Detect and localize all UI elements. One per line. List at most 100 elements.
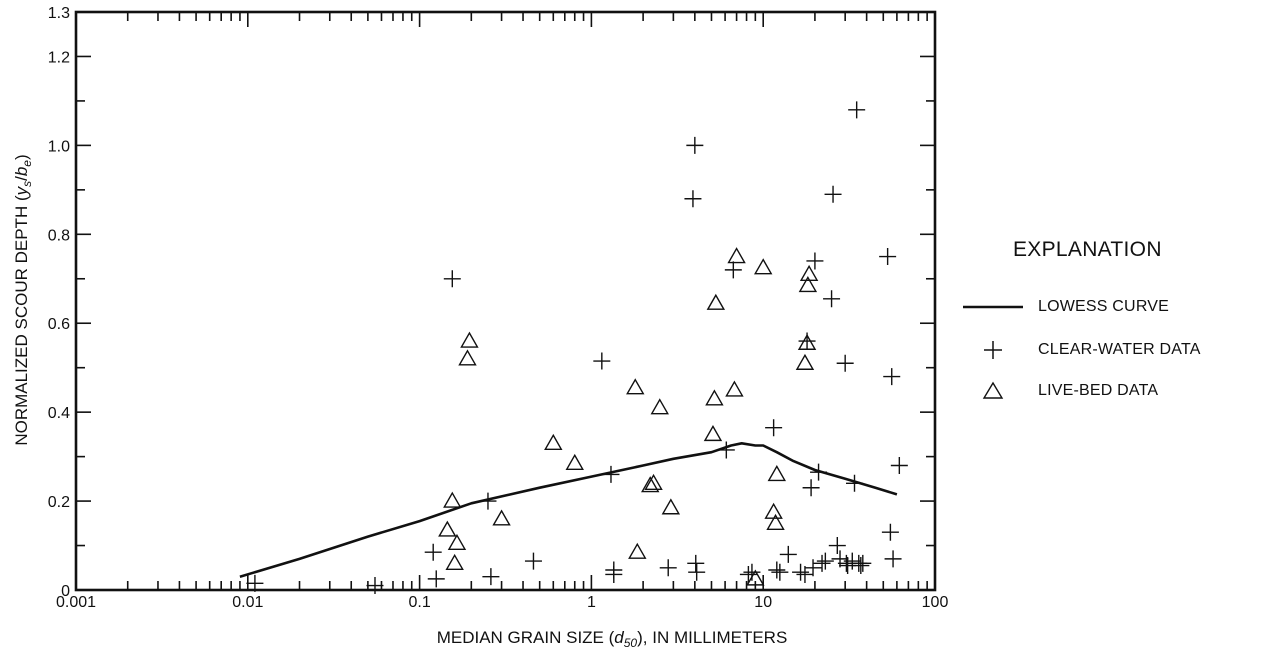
live-bed-point	[626, 378, 645, 395]
clear-water-point	[852, 557, 870, 575]
live-bed-point	[725, 380, 744, 397]
y-axis-label: NORMALIZED SCOUR DEPTH (ys/be)	[12, 154, 34, 445]
clear-water-point	[881, 523, 899, 541]
axis-tick-labels: 0.001 0.01 0.1 1 10 100 0 0.2 0.4 0.6 0.8 1.0 1.2 1.3	[48, 5, 949, 611]
live-bed-point	[641, 476, 660, 493]
clear-water-point	[688, 563, 706, 581]
x-tick-label: 100	[922, 594, 949, 611]
axis-ticks	[75, 11, 935, 591]
legend-item-live-bed: LIVE-BED DATA	[958, 379, 1158, 403]
live-bed-point	[661, 498, 681, 515]
live-bed-point	[492, 509, 511, 526]
clear-water-point	[424, 543, 442, 561]
clear-water-point	[524, 552, 542, 570]
live-bed-point	[753, 258, 773, 275]
y-tick-label: 0.6	[48, 316, 70, 333]
clear-water-point	[724, 261, 742, 279]
clear-water-point	[779, 545, 797, 563]
live-bed-point	[798, 276, 818, 293]
data-marks	[239, 101, 908, 595]
y-tick-label: 0.2	[48, 494, 70, 511]
clear-water-point	[806, 252, 824, 270]
plot-frame	[74, 10, 937, 592]
x-tick-label: 10	[754, 594, 772, 611]
legend-label-lowess: LOWESS CURVE	[1038, 298, 1170, 315]
clear-water-point	[768, 561, 786, 579]
clear-water-point	[879, 248, 897, 266]
clear-water-point	[823, 290, 841, 308]
clear-water-point	[828, 537, 846, 555]
clear-water-point	[593, 352, 611, 370]
y-tick-label: 0.4	[48, 405, 70, 422]
clear-water-point	[848, 101, 866, 119]
clear-water-point	[739, 565, 757, 583]
clear-water-point	[802, 479, 820, 497]
y-tick-label-top: 1.3	[48, 5, 70, 22]
legend-title: EXPLANATION	[1013, 238, 1162, 261]
clear-water-point	[816, 552, 834, 570]
clear-water-point	[366, 577, 384, 595]
clear-water-point	[771, 563, 789, 581]
clear-water-point	[890, 457, 908, 475]
live-bed-point	[795, 353, 815, 370]
legend: EXPLANATION LOWESS CURVE CLEAR-WATER DAT…	[958, 238, 1258, 408]
live-bed-point	[565, 453, 584, 470]
live-bed-point	[458, 349, 477, 366]
legend-label-live-bed: LIVE-BED DATA	[1038, 382, 1159, 399]
clear-water-point	[810, 463, 828, 481]
live-bed-point	[438, 520, 457, 537]
clear-water-point	[765, 419, 783, 437]
live-bed-point	[644, 473, 663, 490]
clear-water-point	[687, 554, 705, 572]
clear-water-point	[482, 568, 500, 586]
legend-label-clear-water: CLEAR-WATER DATA	[1038, 341, 1201, 358]
clear-water-point	[717, 441, 735, 459]
clear-water-point	[883, 368, 901, 386]
clear-water-point	[884, 550, 902, 568]
live-bed-point	[766, 513, 785, 531]
clear-water-point	[843, 552, 861, 570]
live-bed-point	[727, 247, 746, 264]
y-tick-label: 0.8	[48, 227, 70, 244]
live-bed-point	[650, 398, 669, 415]
live-bed-point	[797, 333, 817, 350]
clear-water-point	[804, 559, 822, 577]
clear-water-point	[686, 136, 704, 154]
live-bed-point	[628, 542, 647, 559]
clear-water-point	[684, 190, 702, 208]
clear-water-point	[846, 474, 864, 492]
clear-water-point	[796, 565, 814, 583]
clear-water-point	[836, 354, 854, 372]
legend-line-swatch	[958, 295, 1028, 319]
lowess-curve-line	[239, 441, 898, 578]
clear-water-point	[792, 563, 810, 581]
clear-water-point	[443, 270, 461, 288]
x-axis-label: MEDIAN GRAIN SIZE (d50), IN MILLIMETERS	[437, 628, 788, 650]
live-bed-point	[799, 264, 819, 282]
triangle-symbol-icon	[958, 379, 1028, 403]
live-bed-point	[746, 569, 765, 586]
live-bed-point	[544, 433, 563, 450]
live-bed-point	[445, 553, 464, 571]
live-bed-point	[460, 331, 479, 348]
live-bed-point	[705, 389, 724, 406]
x-tick-label: 0.1	[408, 594, 430, 611]
clear-water-point	[854, 554, 872, 572]
live-bed-point	[447, 533, 467, 551]
x-tick-label: 0.001	[56, 594, 96, 611]
clear-water-point	[824, 185, 842, 203]
live-bed-point	[706, 293, 726, 310]
live-bed-point	[767, 464, 787, 482]
y-tick-label: 1.2	[48, 49, 70, 66]
clear-water-point	[479, 492, 497, 510]
clear-water-point	[831, 550, 849, 568]
live-bed-point	[703, 424, 723, 442]
clear-water-point	[602, 465, 620, 483]
clear-water-point	[427, 570, 445, 588]
clear-water-point	[659, 559, 677, 577]
x-tick-label: 1	[587, 594, 596, 611]
clear-water-point	[605, 565, 623, 583]
x-tick-label: 0.01	[232, 594, 263, 611]
legend-item-clear-water: CLEAR-WATER DATA	[958, 338, 1201, 362]
